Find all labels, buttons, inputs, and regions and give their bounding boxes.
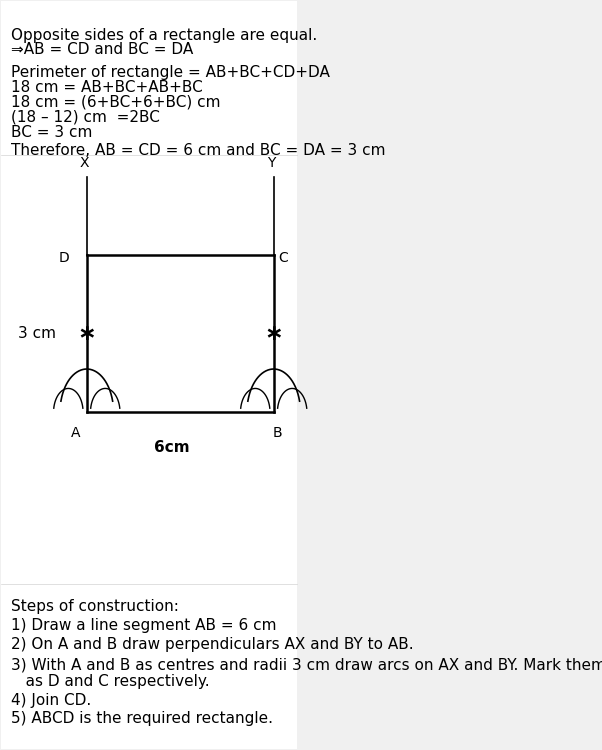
Text: 2) On A and B draw perpendiculars AX and BY to AB.: 2) On A and B draw perpendiculars AX and…	[11, 637, 413, 652]
Text: C: C	[278, 251, 288, 266]
Text: X: X	[79, 155, 89, 170]
Text: 1) Draw a line segment AB = 6 cm: 1) Draw a line segment AB = 6 cm	[11, 618, 276, 633]
Text: 3) With A and B as centres and radii 3 cm draw arcs on AX and BY. Mark them: 3) With A and B as centres and radii 3 c…	[11, 658, 602, 673]
Text: BC = 3 cm: BC = 3 cm	[11, 124, 92, 140]
Text: ∗: ∗	[78, 324, 96, 344]
Text: Y: Y	[267, 155, 276, 170]
Text: Opposite sides of a rectangle are equal.: Opposite sides of a rectangle are equal.	[11, 28, 317, 43]
Text: ⇒AB = CD and BC = DA: ⇒AB = CD and BC = DA	[11, 43, 193, 58]
Text: 4) Join CD.: 4) Join CD.	[11, 692, 91, 707]
Text: as D and C respectively.: as D and C respectively.	[11, 674, 209, 689]
Text: B: B	[273, 426, 282, 439]
Text: 6cm: 6cm	[154, 440, 190, 455]
Text: 18 cm = AB+BC+AB+BC: 18 cm = AB+BC+AB+BC	[11, 80, 202, 94]
Text: (18 – 12) cm  =2BC: (18 – 12) cm =2BC	[11, 110, 160, 125]
Text: 5) ABCD is the required rectangle.: 5) ABCD is the required rectangle.	[11, 711, 273, 726]
Text: 3 cm: 3 cm	[17, 326, 55, 341]
Text: Perimeter of rectangle = AB+BC+CD+DA: Perimeter of rectangle = AB+BC+CD+DA	[11, 65, 329, 80]
Text: Therefore, AB = CD = 6 cm and BC = DA = 3 cm: Therefore, AB = CD = 6 cm and BC = DA = …	[11, 143, 385, 158]
Text: 18 cm = (6+BC+6+BC) cm: 18 cm = (6+BC+6+BC) cm	[11, 94, 220, 110]
Text: ∗: ∗	[264, 324, 283, 344]
Text: Steps of construction:: Steps of construction:	[11, 599, 179, 614]
Text: A: A	[70, 426, 80, 439]
FancyBboxPatch shape	[1, 2, 297, 748]
Text: D: D	[59, 251, 70, 266]
